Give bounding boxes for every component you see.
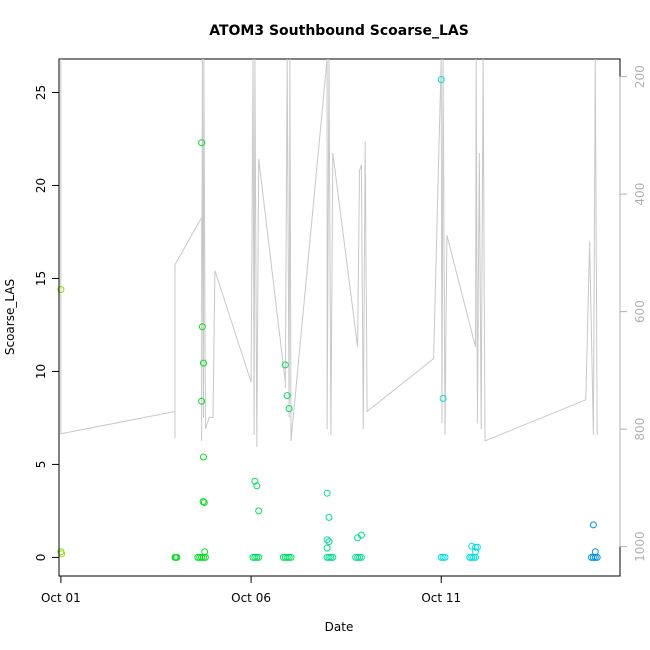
chart-title: ATOM3 Southbound Scoarse_LAS	[209, 23, 469, 39]
data-point	[589, 553, 597, 561]
data-point	[325, 538, 333, 546]
data-point	[437, 76, 445, 83]
data-point	[323, 544, 331, 552]
data-point	[198, 323, 206, 331]
data-point	[198, 553, 206, 561]
x-axis-label: Date	[325, 620, 354, 634]
x-tick-label: Oct 06	[231, 591, 271, 605]
data-point	[593, 553, 601, 561]
data-point	[285, 553, 293, 561]
x-tick-label: Oct 01	[41, 591, 81, 605]
data-point	[283, 553, 291, 561]
data-point	[285, 405, 293, 413]
data-point	[468, 542, 476, 550]
data-point	[283, 392, 291, 400]
depth-line	[60, 58, 598, 447]
depth-line-layer	[60, 58, 598, 447]
data-point	[329, 553, 337, 561]
data-point	[198, 397, 206, 405]
data-point	[589, 521, 597, 529]
data-point	[323, 536, 331, 544]
y2-tick-label: 400	[633, 183, 647, 206]
y-tick-label: 15	[34, 271, 48, 286]
data-point	[437, 553, 445, 561]
data-point	[439, 394, 447, 402]
data-point	[200, 359, 207, 367]
y2-tick-label: 1000	[633, 531, 647, 562]
data-point	[325, 513, 333, 521]
data-point	[473, 543, 481, 551]
data-point	[591, 553, 599, 561]
data-point	[57, 286, 65, 294]
data-point	[200, 499, 208, 506]
data-point	[200, 453, 207, 461]
data-point	[173, 553, 181, 561]
data-point	[357, 553, 365, 561]
data-point	[357, 531, 365, 539]
data-point	[255, 553, 263, 561]
data-point	[201, 548, 209, 556]
data-point	[470, 553, 478, 561]
x-tick-label: Oct 11	[421, 591, 461, 605]
y2-tick-label: 200	[633, 65, 647, 88]
y-tick-label: 0	[34, 554, 48, 562]
data-point	[325, 553, 333, 561]
data-point	[441, 553, 449, 561]
axes-layer: Oct 01 Oct 06 Oct 11 0 5 10 15 20 25 200 400 600 800…	[34, 65, 647, 605]
data-point	[201, 553, 209, 561]
data-point	[255, 507, 263, 515]
y-tick-label: 10	[34, 364, 48, 379]
data-point	[356, 553, 363, 561]
data-point	[327, 553, 335, 561]
data-point	[354, 553, 362, 561]
data-point	[198, 139, 206, 147]
data-point	[591, 548, 599, 556]
data-point	[253, 553, 261, 561]
y-axis-label: Scoarse_LAS	[3, 279, 17, 355]
data-point	[251, 477, 259, 485]
y2-tick-label: 800	[633, 418, 647, 441]
data-point	[468, 553, 476, 561]
y-tick-label: 20	[34, 178, 48, 193]
plot-frame	[58, 58, 621, 577]
data-point	[439, 553, 447, 561]
scatter-point-layer	[57, 76, 601, 561]
data-point	[323, 489, 331, 497]
data-point	[253, 482, 261, 490]
data-point	[199, 498, 207, 506]
data-point	[281, 361, 289, 369]
data-point	[287, 553, 295, 561]
y-tick-label: 25	[34, 85, 48, 100]
data-point	[200, 553, 207, 561]
y2-tick-label: 600	[633, 300, 647, 323]
y-tick-label: 5	[34, 461, 48, 469]
data-point	[472, 543, 479, 551]
data-point	[251, 553, 259, 561]
data-point	[472, 553, 479, 561]
